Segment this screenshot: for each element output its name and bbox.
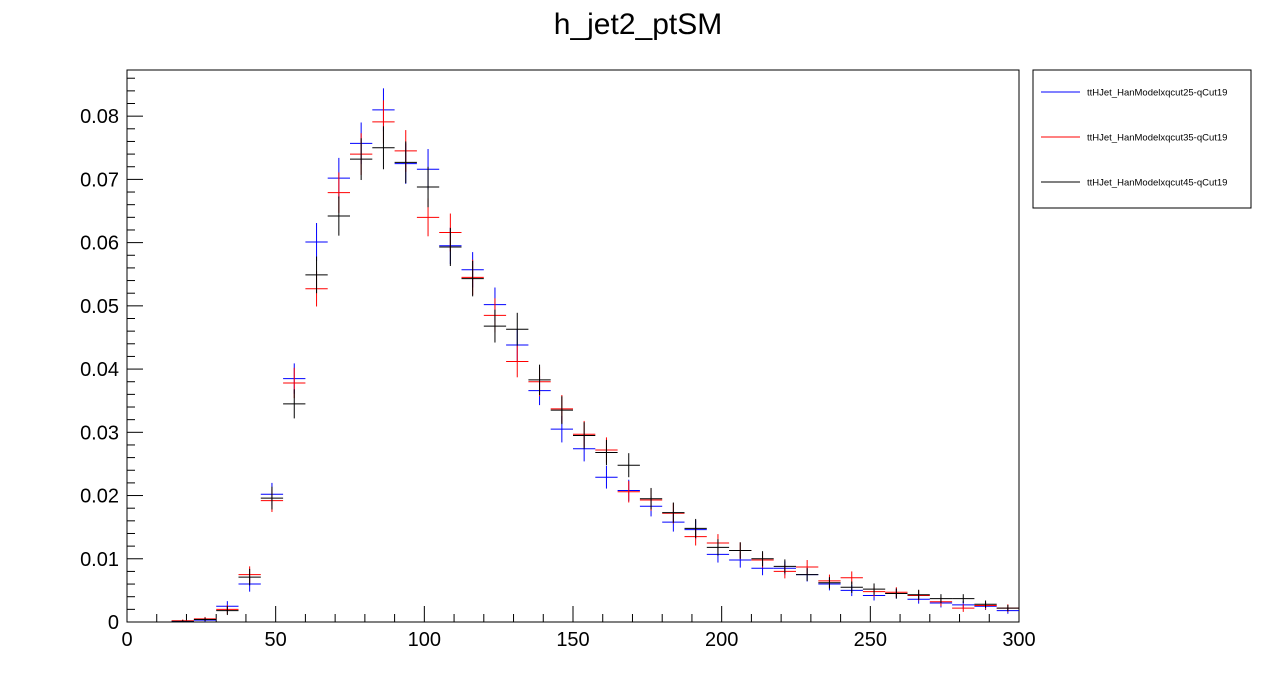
- y-tick-label: 0.02: [80, 486, 119, 508]
- x-tick-label: 250: [854, 629, 887, 651]
- data-point: [461, 260, 484, 297]
- data-point: [550, 396, 573, 425]
- data-point: [862, 583, 886, 595]
- y-tick-label: 0.07: [80, 169, 119, 191]
- y-tick-label: 0: [108, 612, 119, 634]
- data-point: [327, 196, 350, 236]
- data-point: [974, 600, 997, 609]
- data-point: [684, 518, 707, 538]
- data-point: [372, 126, 395, 170]
- data-point: [818, 577, 841, 589]
- y-tick-label: 0.03: [80, 422, 119, 444]
- data-point: [506, 345, 529, 378]
- plot-frame: [126, 69, 1020, 623]
- data-point: [617, 453, 640, 478]
- y-tick-label: 0.01: [80, 549, 119, 571]
- data-point: [528, 364, 551, 396]
- data-point: [595, 439, 618, 466]
- data-point: [171, 620, 194, 622]
- data-point: [595, 465, 618, 489]
- series-1: [171, 88, 1019, 622]
- data-point: [729, 542, 752, 559]
- y-tick-label: 0.04: [80, 359, 119, 381]
- data-point: [506, 312, 529, 346]
- legend-label: ttHJet_HanModelxqcut25-qCut19: [1087, 88, 1227, 99]
- data-point: [350, 138, 373, 181]
- data-point: [260, 486, 284, 510]
- data-point: [706, 539, 730, 556]
- data-point: [952, 604, 975, 612]
- data-point: [907, 589, 930, 600]
- data-point: [639, 487, 663, 510]
- series-layer: [171, 88, 1019, 622]
- x-tick-label: 100: [408, 629, 441, 651]
- x-tick-label: 0: [121, 629, 132, 651]
- data-point: [305, 256, 328, 294]
- data-point: [416, 166, 440, 208]
- data-point: [394, 141, 417, 184]
- data-point: [439, 228, 462, 267]
- legend-entry: ttHJet_HanModelxqcut45-qCut19: [1041, 178, 1227, 189]
- x-tick-label: 150: [556, 629, 589, 651]
- series-2: [171, 100, 1019, 622]
- y-tick-label: 0.06: [80, 233, 119, 255]
- data-point: [796, 568, 819, 581]
- data-point: [283, 389, 306, 419]
- data-point: [193, 617, 217, 622]
- data-point: [996, 604, 1019, 612]
- legend-entry: ttHJet_HanModelxqcut25-qCut19: [1041, 88, 1227, 99]
- x-tick-label: 200: [705, 629, 738, 651]
- data-point: [573, 422, 596, 449]
- data-point: [751, 551, 774, 567]
- legend-label: ttHJet_HanModelxqcut45-qCut19: [1087, 178, 1227, 189]
- legend-box: [1032, 69, 1252, 209]
- data-point: [305, 223, 328, 261]
- y-tick-label: 0.08: [80, 106, 119, 128]
- data-point: [885, 588, 908, 599]
- data-point: [617, 480, 640, 503]
- legend: ttHJet_HanModelxqcut25-qCut19 ttHJet_HanM…: [1032, 69, 1252, 209]
- y-tick-label: 0.05: [80, 296, 119, 318]
- x-tick-label: 300: [1002, 629, 1035, 651]
- y-axis: 0 0.01 0.02 0.03 0.04 0.05 0.06 0.07 0.08: [80, 77, 143, 634]
- data-point: [216, 606, 239, 616]
- data-point: [840, 581, 863, 593]
- data-point: [483, 309, 507, 343]
- data-point: [238, 568, 261, 586]
- data-point: [952, 594, 975, 604]
- data-point: [662, 502, 685, 523]
- series-3: [171, 126, 1019, 622]
- chart-title: h_jet2_ptSM: [554, 8, 722, 41]
- legend-label: ttHJet_HanModelxqcut35-qCut19: [1087, 133, 1227, 144]
- legend-entry: ttHJet_HanModelxqcut35-qCut19: [1041, 133, 1227, 144]
- x-axis: 0 50 100 150 200 250 300: [121, 606, 1036, 651]
- data-point: [773, 559, 796, 574]
- x-tick-label: 50: [265, 629, 287, 651]
- data-point: [929, 594, 953, 604]
